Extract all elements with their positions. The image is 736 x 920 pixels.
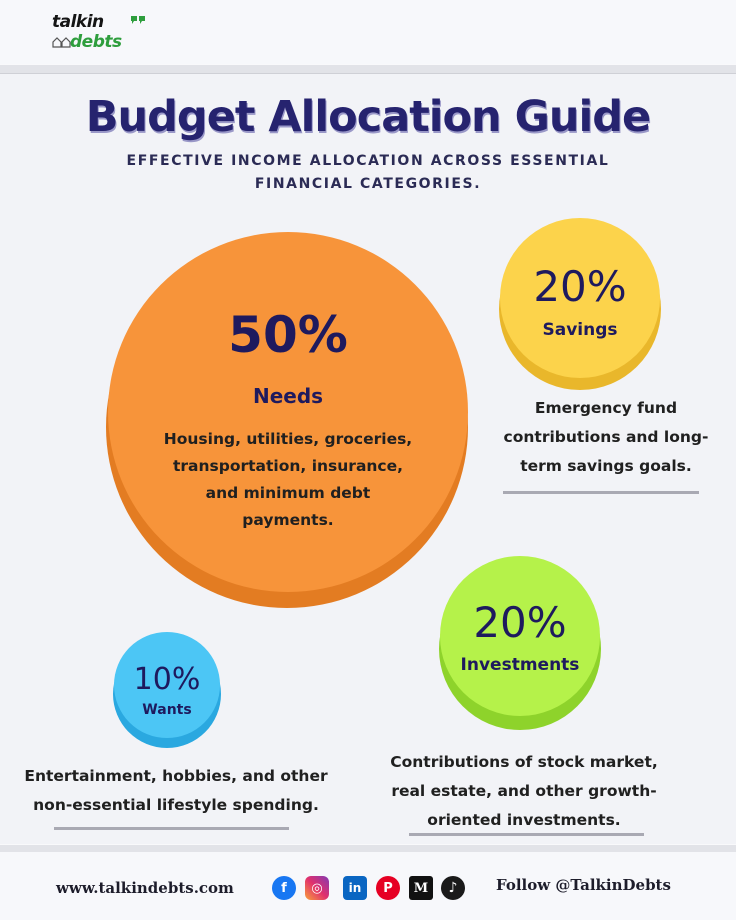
medium-icon[interactable]: M: [409, 876, 433, 900]
savings-desc-line: contributions and long-: [503, 428, 709, 446]
linkedin-icon[interactable]: in: [343, 876, 367, 900]
page-subtitle: EFFECTIVE INCOME ALLOCATION ACROSS ESSEN…: [100, 150, 636, 196]
pinterest-icon[interactable]: P: [376, 876, 400, 900]
wants-desc-line: non-essential lifestyle spending.: [33, 796, 319, 814]
wants-percent: 10%: [133, 662, 201, 697]
tiktok-icon[interactable]: ♪: [441, 876, 465, 900]
savings-description: Emergency fund contributions and long- t…: [486, 394, 726, 481]
investments-percent: 20%: [473, 598, 567, 647]
logo-text-debts: debts: [70, 32, 122, 52]
header-bar: talkin debts: [0, 0, 736, 66]
needs-desc-line: and minimum debt: [205, 484, 371, 502]
needs-description: Housing, utilities, groceries, transport…: [150, 426, 426, 534]
speech-bubbles-icon: [131, 16, 145, 24]
footer: [0, 852, 736, 920]
page-title: Budget Allocation Guide: [85, 92, 651, 142]
needs-circle: [108, 232, 468, 592]
instagram-icon[interactable]: ◎: [305, 876, 329, 900]
savings-label: Savings: [542, 320, 618, 340]
savings-desc-line: term savings goals.: [520, 457, 692, 475]
wants-circle: [114, 632, 220, 738]
houses-icon: [52, 37, 71, 48]
investments-divider: [409, 833, 644, 836]
investments-desc-line: real estate, and other growth-: [391, 782, 657, 800]
savings-desc-line: Emergency fund: [534, 399, 678, 417]
needs-percent: 50%: [228, 306, 348, 364]
needs-desc-line: transportation, insurance,: [172, 457, 404, 475]
wants-description: Entertainment, hobbies, and other non-es…: [20, 762, 332, 820]
subtitle-line-1: EFFECTIVE INCOME ALLOCATION ACROSS ESSEN…: [126, 153, 610, 169]
needs-label: Needs: [252, 384, 324, 408]
facebook-icon[interactable]: f: [272, 876, 296, 900]
subtitle-line-2: FINANCIAL CATEGORIES.: [254, 176, 482, 192]
wants-divider: [54, 827, 289, 830]
savings-divider: [503, 491, 699, 494]
investments-desc-line: Contributions of stock market,: [390, 753, 658, 771]
logo-text-talkin: talkin: [52, 12, 104, 32]
needs-desc-line: payments.: [242, 511, 334, 529]
needs-desc-line: Housing, utilities, groceries,: [163, 430, 413, 448]
wants-desc-line: Entertainment, hobbies, and other: [24, 767, 328, 785]
follow-handle[interactable]: Follow @TalkinDebts: [496, 876, 671, 894]
investments-circle: [440, 556, 600, 716]
savings-percent: 20%: [533, 262, 627, 311]
talkindebts-logo[interactable]: talkin debts: [52, 12, 145, 52]
website-link[interactable]: www.talkindebts.com: [56, 879, 234, 897]
header-divider: [0, 64, 736, 74]
savings-circle: [500, 218, 660, 378]
wants-label: Wants: [142, 702, 192, 718]
investments-desc-line: oriented investments.: [427, 811, 621, 829]
investments-description: Contributions of stock market, real esta…: [386, 748, 662, 835]
investments-label: Investments: [460, 655, 580, 675]
